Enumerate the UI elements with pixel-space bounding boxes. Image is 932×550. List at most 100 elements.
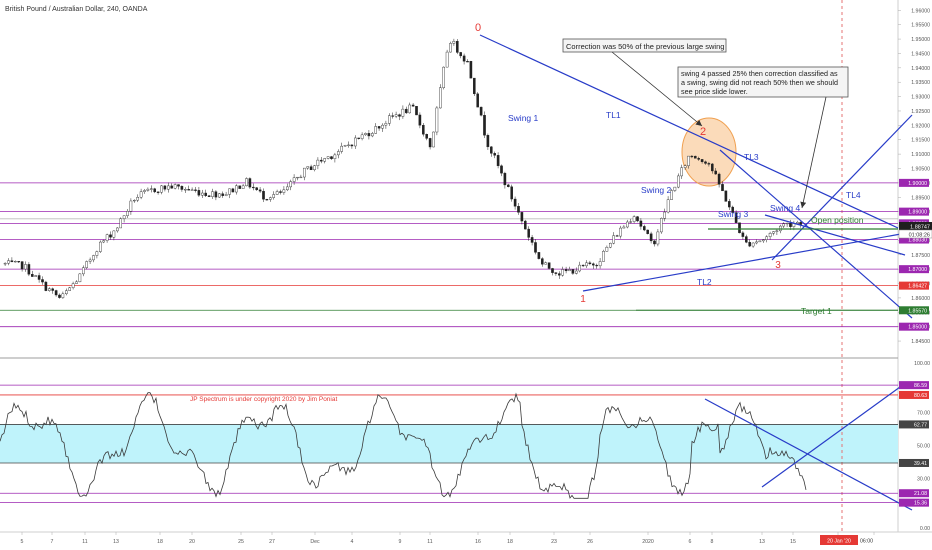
price-tick-label: 1.96000 [911, 8, 930, 14]
candle-body [139, 191, 143, 198]
candle-body [469, 61, 473, 79]
candle-body [520, 212, 524, 222]
candle-body [534, 242, 537, 253]
callout-swing4-line3: see price slide lower. [681, 87, 748, 96]
price-level-value: 1.90000 [908, 181, 927, 187]
candle-body [146, 188, 150, 191]
candle-body [738, 222, 741, 234]
candle-body [513, 198, 517, 207]
candle-body [547, 262, 551, 269]
indicator-tick-label: 30.00 [917, 477, 930, 483]
candle-body [136, 197, 140, 201]
candle-body [27, 264, 31, 275]
candle-body [670, 190, 673, 200]
indicator-level-tag: 62.77 [899, 420, 929, 429]
candle-body [303, 167, 306, 178]
candle-body [343, 145, 347, 147]
indicator-level-tag: 80.63 [899, 390, 929, 399]
time-tick-label: 26 [587, 539, 593, 545]
price-level-lines [0, 182, 898, 328]
candle-body [585, 262, 588, 267]
candle-body [92, 255, 95, 261]
candle-body [115, 227, 119, 232]
candle-body [194, 189, 197, 191]
countdown-value: 01:08:26 [909, 233, 930, 239]
candle-body [571, 269, 575, 274]
wave-label-2: 2 [700, 126, 706, 138]
target-label: Target 1 [801, 306, 832, 316]
candle-body [677, 175, 680, 188]
candle-body [578, 264, 581, 272]
candle-body [17, 261, 21, 263]
time-tick-label: 20 [189, 539, 195, 545]
candle-body [156, 191, 160, 193]
candle-body [279, 191, 282, 193]
candle-body [765, 236, 768, 240]
candle-body [422, 124, 425, 135]
price-level-value: 1.86427 [908, 284, 927, 290]
candle-body [81, 267, 85, 275]
time-tick-label: 4 [351, 539, 354, 545]
candle-body [326, 156, 330, 159]
candle-body [320, 159, 323, 162]
indicator-level-value: 21.08 [914, 491, 927, 497]
indicator-tick-label: 100.00 [914, 361, 930, 367]
indicator-level-tag: 39.41 [899, 458, 929, 467]
candle-body [173, 184, 177, 189]
candle-body [476, 93, 480, 108]
candle-body [707, 163, 711, 165]
time-tick-label: 2020 [642, 539, 654, 545]
candle-body [10, 260, 14, 263]
candle-body [234, 185, 238, 193]
trendline-label-tl1: TL1 [606, 110, 621, 120]
candle-body [503, 172, 507, 186]
candle-body [728, 201, 731, 208]
candle-body [61, 293, 65, 298]
candle-body [714, 170, 717, 175]
price-tick-label: 1.93500 [911, 80, 930, 86]
candle-body [340, 145, 344, 152]
candle-body [41, 279, 44, 283]
candle-body [673, 186, 677, 191]
time-tick-label: 6 [689, 539, 692, 545]
indicator-tick-label: 70.00 [917, 411, 930, 417]
candle-body [258, 189, 262, 192]
candle-body [554, 272, 558, 274]
candle-body [105, 234, 109, 241]
time-tick-label: 15 [790, 539, 796, 545]
candle-body [217, 193, 221, 198]
candle-body [143, 190, 146, 192]
candle-body [490, 146, 493, 154]
price-level-value: 1.85000 [908, 325, 927, 331]
candle-body [418, 114, 422, 126]
candle-body [333, 154, 337, 159]
candle-body [238, 185, 242, 189]
candle-body [415, 105, 418, 116]
candle-body [711, 163, 714, 172]
price-level-tag: 1.85000 [899, 322, 929, 331]
candle-body [697, 158, 700, 160]
candle-body [748, 242, 751, 247]
candle-body [660, 218, 663, 233]
candle-body [605, 246, 609, 252]
candle-body [782, 223, 785, 227]
indicator-trendline-down [704, 398, 913, 511]
candle-body [54, 290, 58, 296]
candle-body [717, 173, 721, 185]
price-tick-label: 1.91000 [911, 152, 930, 158]
candle-body [180, 186, 184, 190]
time-tick-label: 11 [427, 539, 432, 545]
candle-body [13, 261, 17, 263]
candle-body [619, 227, 622, 237]
price-level-tag: 1.89000 [899, 207, 929, 216]
candle-body [177, 184, 180, 187]
candle-body [751, 242, 755, 247]
candle-body [541, 258, 544, 265]
candle-body [493, 153, 497, 156]
candle-body [745, 236, 748, 243]
indicator-level-tags: 86.59 80.63 62.77 39.41 21.08 15.36 [899, 381, 929, 507]
candle-body [439, 87, 442, 109]
candle-body [432, 131, 435, 148]
indicator-level-value: 80.63 [914, 393, 927, 399]
indicator-tick-label: 50.00 [917, 444, 930, 450]
